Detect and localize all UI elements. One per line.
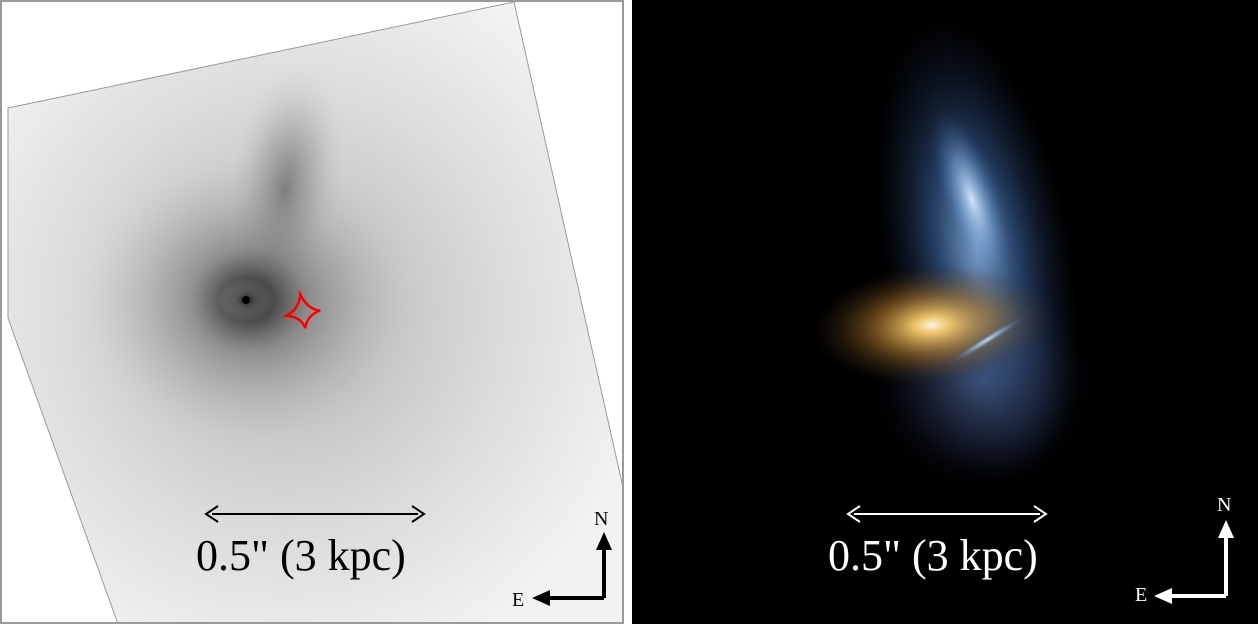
compass-east-label: E bbox=[1135, 584, 1148, 606]
right-image-canvas bbox=[632, 0, 1258, 624]
scale-bar bbox=[204, 505, 426, 523]
right-image-panel: 0.5" (3 kpc) N E bbox=[632, 0, 1258, 624]
compass-north-label: N bbox=[1217, 494, 1232, 516]
blue-arc-bright bbox=[931, 109, 1013, 291]
scale-bar bbox=[846, 505, 1048, 523]
central-point bbox=[242, 296, 250, 304]
compass-arrows bbox=[532, 532, 612, 606]
compass-north-label: N bbox=[594, 508, 609, 530]
lens-galaxy bbox=[812, 264, 1052, 386]
compass-east-label: E bbox=[512, 589, 525, 611]
compass-arrows bbox=[1154, 520, 1234, 604]
left-image-canvas bbox=[7, 1, 624, 624]
arc-streak bbox=[947, 315, 1027, 365]
caustic-curve bbox=[281, 289, 321, 329]
left-image-panel: 0.5" (3 kpc) N E bbox=[0, 0, 624, 624]
scale-bar-label: 0.5" (3 kpc) bbox=[196, 531, 406, 580]
scale-bar-label: 0.5" (3 kpc) bbox=[828, 531, 1038, 580]
